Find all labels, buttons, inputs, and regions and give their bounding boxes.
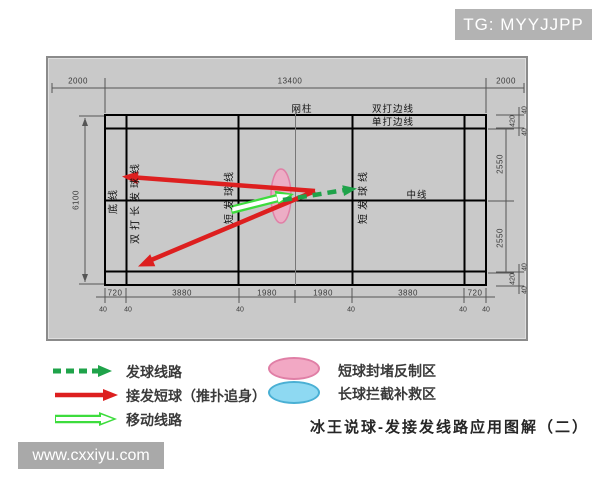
dim-bottom-720-right: 720 xyxy=(467,288,483,298)
legend-return-arrow xyxy=(55,389,118,401)
dim-bottom-3880-left: 3880 xyxy=(172,288,192,298)
dim-right-small-bottom-420: 420 xyxy=(509,273,517,285)
baseline-label: 底线 xyxy=(108,186,120,214)
legend-move-route-label: 移动线路 xyxy=(126,412,182,428)
serve-route-arrow xyxy=(282,185,357,203)
legend-blue-zone-ellipse xyxy=(268,381,320,404)
legend-pink-zone-ellipse xyxy=(268,357,320,380)
short-service-line-left-label: 短发球线 xyxy=(224,168,236,224)
dimension-lines xyxy=(51,78,525,303)
doubles-long-service-line-label: 双打长发球线 xyxy=(130,160,142,244)
dim-bottom-720-left: 720 xyxy=(107,288,123,298)
dim-top-right: 2000 xyxy=(496,76,516,86)
caption-title: 冰王说球-发接发线路应用图解（二） xyxy=(310,419,589,436)
legend-short-zone-label: 短球封堵反制区 xyxy=(338,363,436,379)
dim-bottom-3880-right: 3880 xyxy=(398,288,418,298)
dim-bottom-40-5: 40 xyxy=(459,306,467,314)
net-post-label: 网柱 xyxy=(291,104,313,115)
dim-right-small-bottom-40b: 40 xyxy=(521,286,529,294)
dim-bottom-40-2: 40 xyxy=(124,306,132,314)
legend-move-arrow xyxy=(55,412,117,426)
dim-right-upper: 2550 xyxy=(495,154,505,174)
doubles-sideline-label: 双打边线 xyxy=(371,104,415,115)
watermark: www.cxxiyu.com xyxy=(18,442,164,469)
dim-right-lower: 2550 xyxy=(495,228,505,248)
center-line-label: 中线 xyxy=(406,190,428,201)
dimension-arrowheads xyxy=(82,118,88,282)
dim-right-small-bottom-40a: 40 xyxy=(521,263,529,271)
dim-right-small-top-40a: 40 xyxy=(521,106,529,114)
dim-bottom-1980-left: 1980 xyxy=(257,288,277,298)
legend-serve-arrow xyxy=(53,365,112,377)
short-service-line-right-label: 短发球线 xyxy=(358,168,370,224)
singles-sideline-label: 单打边线 xyxy=(371,117,415,128)
telegram-badge: TG: MYYJJPP xyxy=(455,9,592,40)
dim-left-span: 6100 xyxy=(71,190,81,210)
return-route-arrows xyxy=(122,171,316,267)
legend-long-zone-label: 长球拦截补救区 xyxy=(338,386,436,402)
dim-bottom-40-1: 40 xyxy=(99,306,107,314)
legend-return-short-label: 接发短球（推扑追身） xyxy=(126,388,266,404)
legend-serve-route-label: 发球线路 xyxy=(126,364,182,380)
dim-right-small-top-420: 420 xyxy=(509,115,517,127)
dim-bottom-40-3: 40 xyxy=(236,306,244,314)
dim-top-left: 2000 xyxy=(68,76,88,86)
dim-bottom-1980-right: 1980 xyxy=(313,288,333,298)
dim-bottom-40-4: 40 xyxy=(347,306,355,314)
dim-top-span: 13400 xyxy=(277,76,303,86)
dim-right-small-top-40b: 40 xyxy=(521,128,529,136)
dim-bottom-40-6: 40 xyxy=(482,306,490,314)
